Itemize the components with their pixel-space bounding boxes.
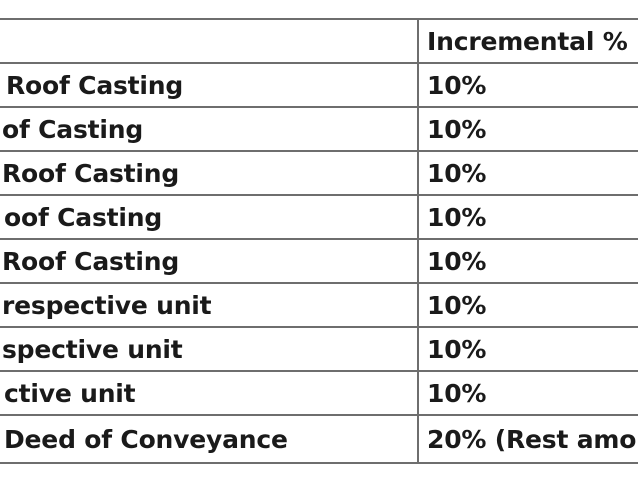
table-row: spective unit 10% xyxy=(0,328,638,372)
table-row: respective unit 10% xyxy=(0,284,638,328)
header-stage-cell xyxy=(0,20,417,62)
percent-label: 10% xyxy=(427,202,487,232)
table-row: oof Casting 10% xyxy=(0,196,638,240)
table-row: ctive unit 10% xyxy=(0,372,638,416)
stage-label: of Casting xyxy=(2,114,144,144)
header-incremental-cell: Incremental % xyxy=(417,20,638,62)
stage-cell: Roof Casting xyxy=(0,152,417,194)
stage-cell: ctive unit xyxy=(0,372,417,414)
stage-label: Roof Casting xyxy=(2,158,180,188)
percent-cell: 10% xyxy=(417,152,638,194)
table-row: Roof Casting 10% xyxy=(0,240,638,284)
stage-cell: respective unit xyxy=(0,284,417,326)
percent-cell: 10% xyxy=(417,284,638,326)
header-incremental-label: Incremental % xyxy=(427,26,628,56)
table-header-row: Incremental % xyxy=(0,20,638,64)
table-row: Roof Casting 10% xyxy=(0,64,638,108)
stage-cell: Roof Casting xyxy=(0,240,417,282)
percent-label: 10% xyxy=(427,378,487,408)
percent-label: 10% xyxy=(427,334,487,364)
percent-cell: 10% xyxy=(417,240,638,282)
percent-label: 10% xyxy=(427,158,487,188)
percent-cell: 20% (Rest amou xyxy=(417,416,638,462)
stage-cell: oof Casting xyxy=(0,196,417,238)
percent-cell: 10% xyxy=(417,328,638,370)
percent-cell: 10% xyxy=(417,196,638,238)
percent-label: 10% xyxy=(427,246,487,276)
stage-cell: of Casting xyxy=(0,108,417,150)
table-row: Deed of Conveyance 20% (Rest amou xyxy=(0,416,638,464)
percent-label: 10% xyxy=(427,290,487,320)
stage-label: oof Casting xyxy=(4,202,163,232)
percent-label: 20% (Rest amou xyxy=(427,424,638,454)
stage-cell: Roof Casting xyxy=(0,64,417,106)
stage-label: respective unit xyxy=(2,290,212,320)
stage-cell: Deed of Conveyance xyxy=(0,416,417,462)
table-row: of Casting 10% xyxy=(0,108,638,152)
stage-cell: spective unit xyxy=(0,328,417,370)
percent-cell: 10% xyxy=(417,64,638,106)
stage-label: ctive unit xyxy=(4,378,136,408)
stage-label: Deed of Conveyance xyxy=(4,424,288,454)
stage-label: Roof Casting xyxy=(2,246,180,276)
stage-label: Roof Casting xyxy=(6,70,184,100)
percent-cell: 10% xyxy=(417,372,638,414)
table-top-border xyxy=(0,18,638,20)
stage-label: spective unit xyxy=(2,334,183,364)
percent-label: 10% xyxy=(427,70,487,100)
percent-cell: 10% xyxy=(417,108,638,150)
table-row: Roof Casting 10% xyxy=(0,152,638,196)
percent-label: 10% xyxy=(427,114,487,144)
